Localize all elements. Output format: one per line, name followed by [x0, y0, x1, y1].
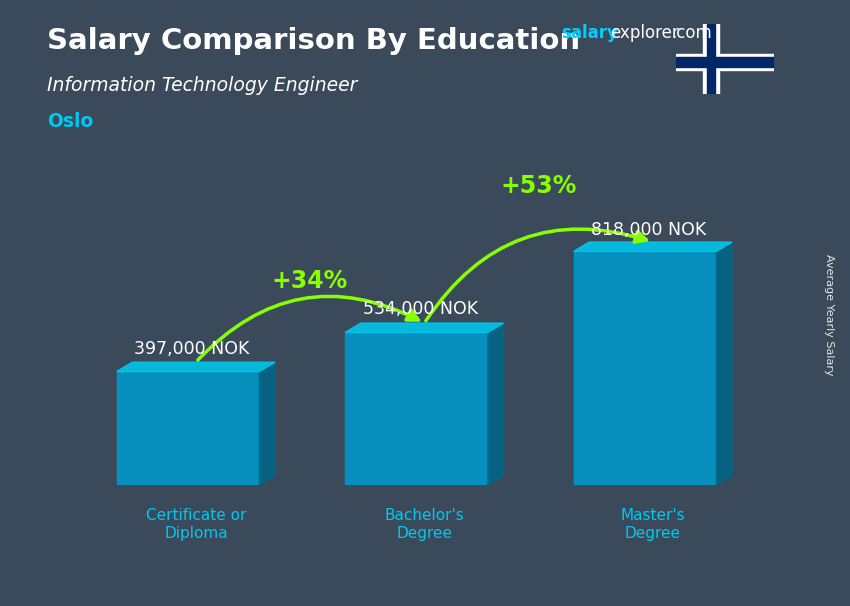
Text: +34%: +34% — [272, 269, 348, 293]
Text: Average Yearly Salary: Average Yearly Salary — [824, 255, 834, 376]
Text: Master's
Degree: Master's Degree — [620, 508, 685, 541]
FancyArrowPatch shape — [426, 229, 647, 321]
Polygon shape — [717, 242, 732, 485]
Text: Salary Comparison By Education: Salary Comparison By Education — [47, 27, 580, 55]
Text: Bachelor's
Degree: Bachelor's Degree — [384, 508, 464, 541]
Polygon shape — [345, 323, 503, 333]
Text: 534,000 NOK: 534,000 NOK — [362, 301, 478, 318]
Polygon shape — [676, 53, 774, 70]
Polygon shape — [703, 24, 719, 94]
Text: 818,000 NOK: 818,000 NOK — [591, 221, 706, 239]
Polygon shape — [116, 362, 275, 371]
Text: +53%: +53% — [501, 174, 577, 198]
FancyArrowPatch shape — [198, 296, 418, 360]
Polygon shape — [488, 323, 503, 485]
Text: Information Technology Engineer: Information Technology Engineer — [47, 76, 357, 95]
Polygon shape — [676, 57, 774, 67]
Text: Oslo: Oslo — [47, 112, 93, 131]
Polygon shape — [259, 362, 275, 485]
Polygon shape — [707, 24, 715, 94]
Polygon shape — [574, 251, 717, 485]
Text: .com: .com — [672, 24, 712, 42]
Text: salary: salary — [561, 24, 618, 42]
Text: explorer: explorer — [610, 24, 679, 42]
Polygon shape — [345, 333, 488, 485]
Polygon shape — [116, 371, 259, 485]
Polygon shape — [574, 242, 732, 251]
Text: Certificate or
Diploma: Certificate or Diploma — [145, 508, 246, 541]
Text: 397,000 NOK: 397,000 NOK — [134, 339, 249, 358]
